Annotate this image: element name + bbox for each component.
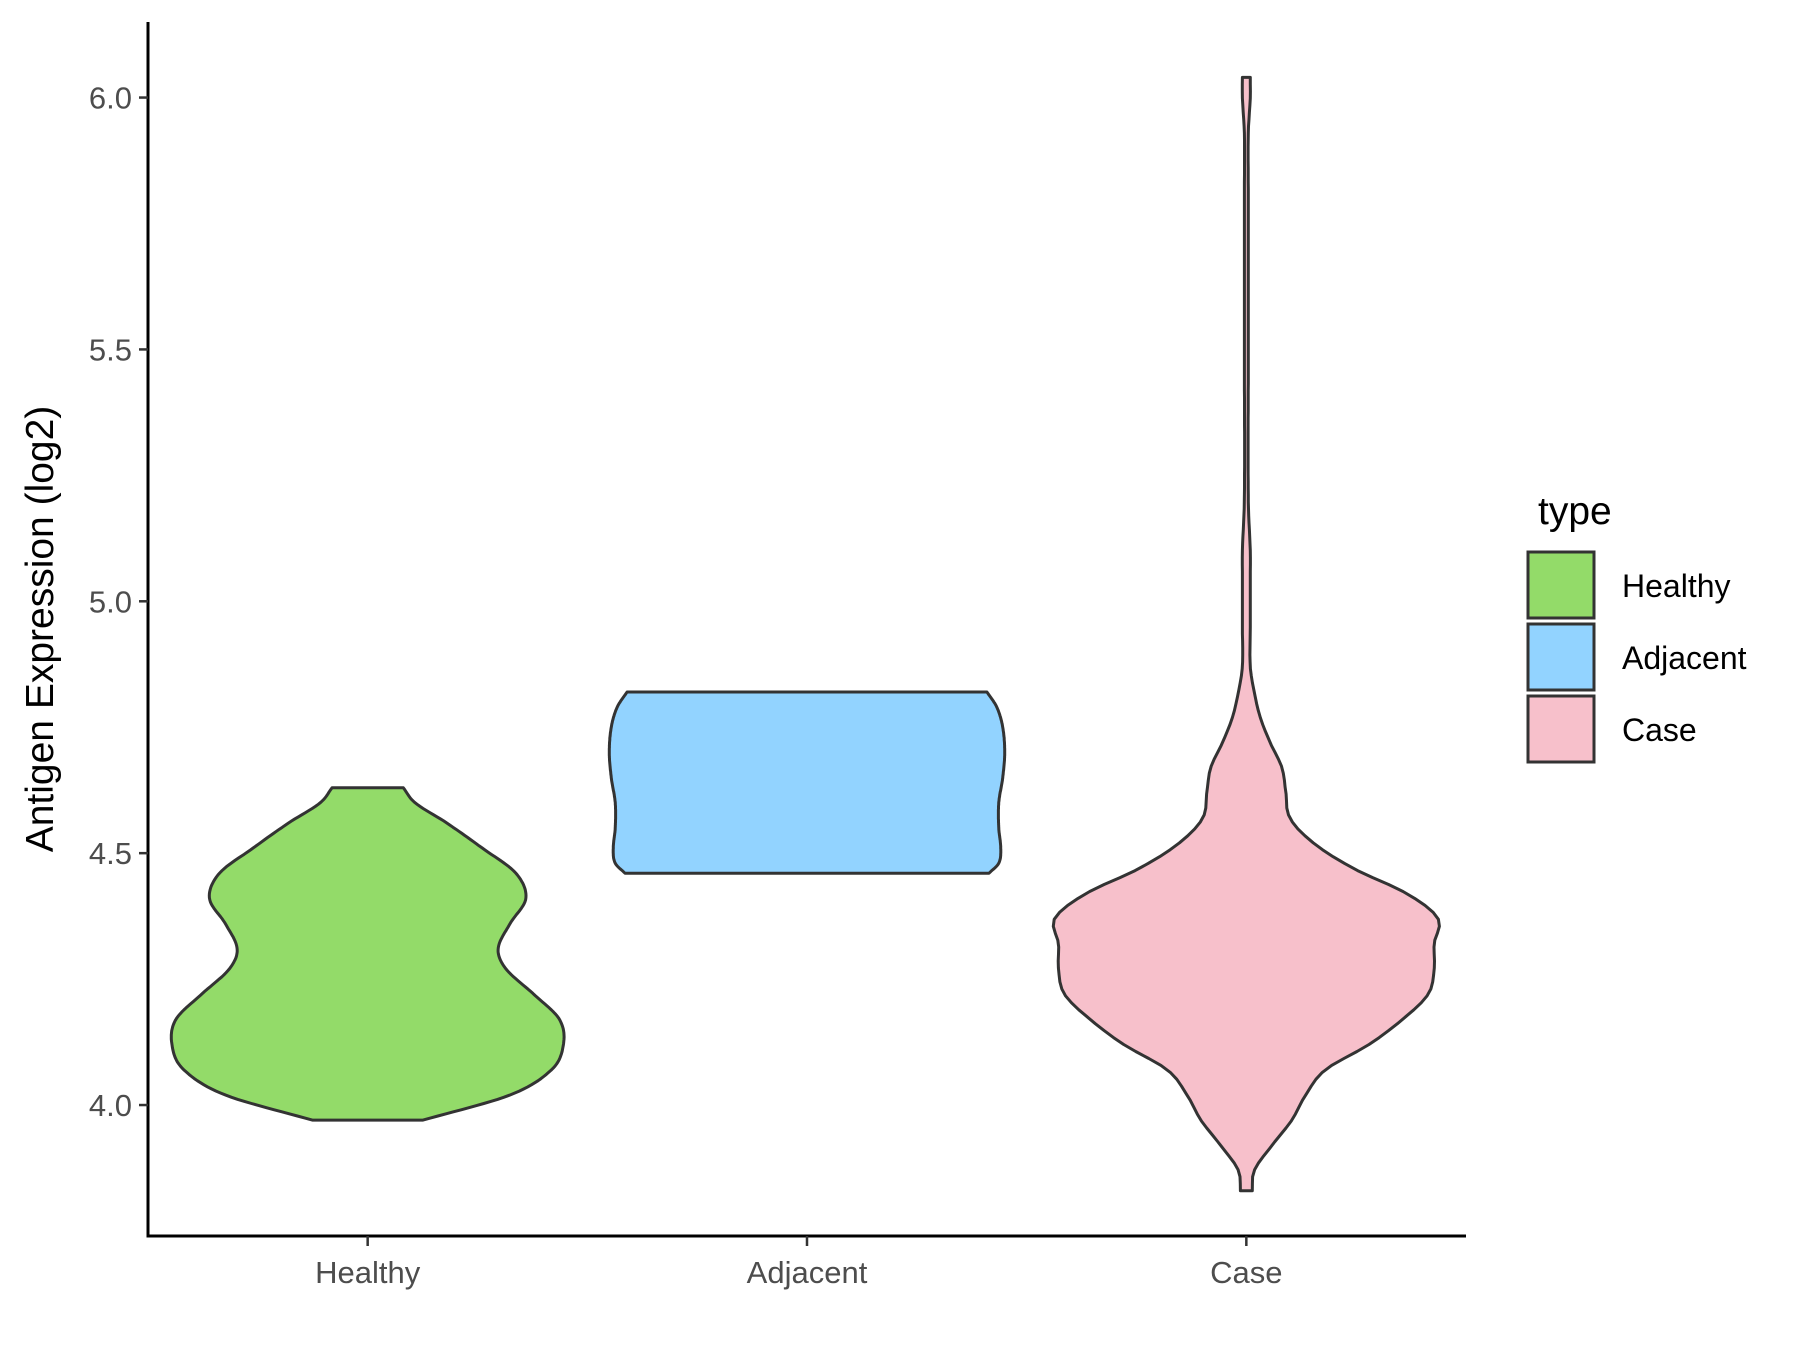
legend-label: Case xyxy=(1622,712,1697,748)
y-tick-label: 4.0 xyxy=(89,1088,132,1123)
y-tick-label: 5.5 xyxy=(89,332,132,367)
y-tick-label: 6.0 xyxy=(89,81,132,116)
x-tick-label: Adjacent xyxy=(747,1255,868,1290)
y-axis-title: Antigen Expression (log2) xyxy=(19,406,62,853)
legend-title: type xyxy=(1538,490,1612,533)
legend-swatch-case xyxy=(1526,694,1596,764)
legend-label: Healthy xyxy=(1622,568,1731,604)
y-tick-label: 5.0 xyxy=(89,584,132,619)
violin-adjacent xyxy=(607,690,1007,875)
x-axis-ticks: Healthy Adjacent Case xyxy=(315,1236,1283,1290)
y-axis-ticks: 4.0 4.5 5.0 5.5 6.0 xyxy=(89,81,148,1123)
y-tick-label: 4.5 xyxy=(89,836,132,871)
x-tick-label: Case xyxy=(1210,1255,1282,1290)
legend-swatch-adjacent xyxy=(1526,622,1596,692)
legend-label: Adjacent xyxy=(1622,640,1747,676)
violin-layer xyxy=(169,75,1441,1193)
violin-healthy xyxy=(169,786,566,1122)
x-tick-label: Healthy xyxy=(315,1255,421,1290)
legend: type Healthy Adjacent Case xyxy=(1526,490,1747,764)
violin-case xyxy=(1051,75,1441,1193)
legend-entries: Healthy Adjacent Case xyxy=(1526,550,1747,764)
legend-swatch-healthy xyxy=(1526,550,1596,620)
